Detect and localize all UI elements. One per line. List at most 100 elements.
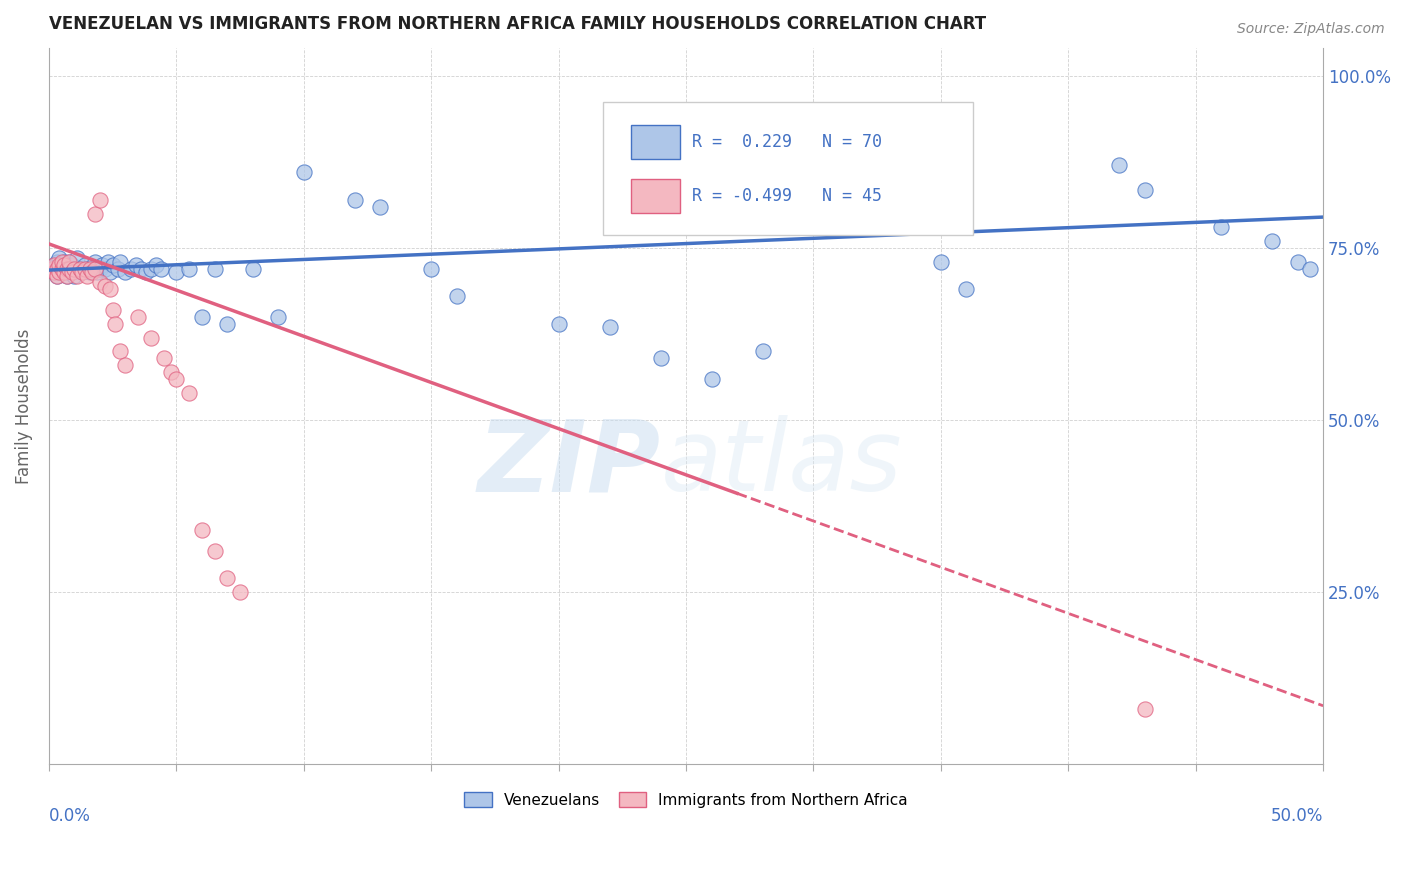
Point	[145, 258, 167, 272]
Point	[139, 330, 162, 344]
Point	[110, 255, 132, 269]
Point	[79, 261, 101, 276]
Point	[86, 265, 108, 279]
Point	[41, 261, 63, 276]
Point	[179, 385, 201, 400]
Point	[45, 261, 67, 276]
Point	[48, 265, 70, 279]
Text: atlas: atlas	[661, 415, 903, 512]
Point	[89, 261, 111, 276]
Point	[114, 265, 136, 279]
Point	[58, 255, 80, 269]
Point	[58, 261, 80, 276]
Point	[368, 200, 391, 214]
Point	[1133, 182, 1156, 196]
Point	[94, 261, 117, 276]
Point	[120, 261, 142, 276]
Point	[98, 265, 121, 279]
Point	[56, 261, 79, 276]
Point	[152, 351, 174, 366]
Point	[51, 265, 73, 279]
Point	[51, 255, 73, 269]
Point	[135, 265, 157, 279]
Point	[191, 523, 214, 537]
Point	[41, 261, 63, 276]
Point	[650, 351, 672, 366]
Point	[63, 261, 86, 276]
Text: VENEZUELAN VS IMMIGRANTS FROM NORTHERN AFRICA FAMILY HOUSEHOLDS CORRELATION CHAR: VENEZUELAN VS IMMIGRANTS FROM NORTHERN A…	[49, 15, 986, 33]
Point	[139, 261, 162, 276]
Point	[1133, 702, 1156, 716]
Point	[79, 265, 101, 279]
Point	[83, 207, 105, 221]
Point	[547, 317, 569, 331]
Point	[42, 265, 65, 279]
Point	[53, 261, 76, 276]
Point	[70, 265, 93, 279]
Point	[343, 193, 366, 207]
Point	[53, 265, 76, 279]
Point	[83, 261, 105, 276]
Text: 0.0%: 0.0%	[49, 807, 91, 825]
Point	[69, 261, 91, 276]
Point	[66, 252, 89, 266]
Point	[91, 258, 114, 272]
Point	[98, 282, 121, 296]
Point	[83, 255, 105, 269]
Point	[60, 265, 83, 279]
Point	[101, 303, 124, 318]
Point	[107, 261, 129, 276]
Point	[45, 268, 67, 283]
Point	[217, 571, 239, 585]
Point	[267, 310, 290, 324]
Point	[700, 372, 723, 386]
Point	[955, 282, 977, 296]
Point	[129, 261, 152, 276]
Point	[124, 258, 146, 272]
Text: R =  0.229   N = 70: R = 0.229 N = 70	[692, 133, 883, 152]
Point	[48, 258, 70, 272]
Point	[42, 258, 65, 272]
Y-axis label: Family Households: Family Households	[15, 328, 32, 484]
Point	[160, 365, 183, 379]
FancyBboxPatch shape	[631, 125, 679, 160]
Point	[446, 289, 468, 303]
Point	[56, 265, 79, 279]
Point	[60, 265, 83, 279]
Point	[56, 268, 79, 283]
Point	[53, 255, 76, 269]
Point	[1108, 158, 1130, 172]
Point	[42, 258, 65, 272]
Point	[63, 261, 86, 276]
Point	[53, 258, 76, 272]
Point	[751, 344, 773, 359]
Point	[101, 258, 124, 272]
Point	[48, 252, 70, 266]
Point	[60, 258, 83, 272]
Text: 50.0%: 50.0%	[1271, 807, 1323, 825]
Point	[89, 276, 111, 290]
Point	[1286, 255, 1309, 269]
Point	[1211, 220, 1233, 235]
FancyBboxPatch shape	[631, 178, 679, 213]
Point	[110, 344, 132, 359]
Point	[73, 261, 96, 276]
Point	[165, 372, 187, 386]
Point	[292, 165, 315, 179]
Point	[179, 261, 201, 276]
Point	[70, 265, 93, 279]
Point	[204, 544, 226, 558]
Point	[69, 261, 91, 276]
Point	[97, 255, 120, 269]
Point	[150, 261, 173, 276]
Point	[217, 317, 239, 331]
Point	[58, 255, 80, 269]
Point	[127, 310, 149, 324]
Point	[89, 193, 111, 207]
Point	[204, 261, 226, 276]
Point	[51, 261, 73, 276]
Point	[73, 258, 96, 272]
Point	[420, 261, 443, 276]
Point	[82, 265, 104, 279]
Point	[1299, 261, 1322, 276]
